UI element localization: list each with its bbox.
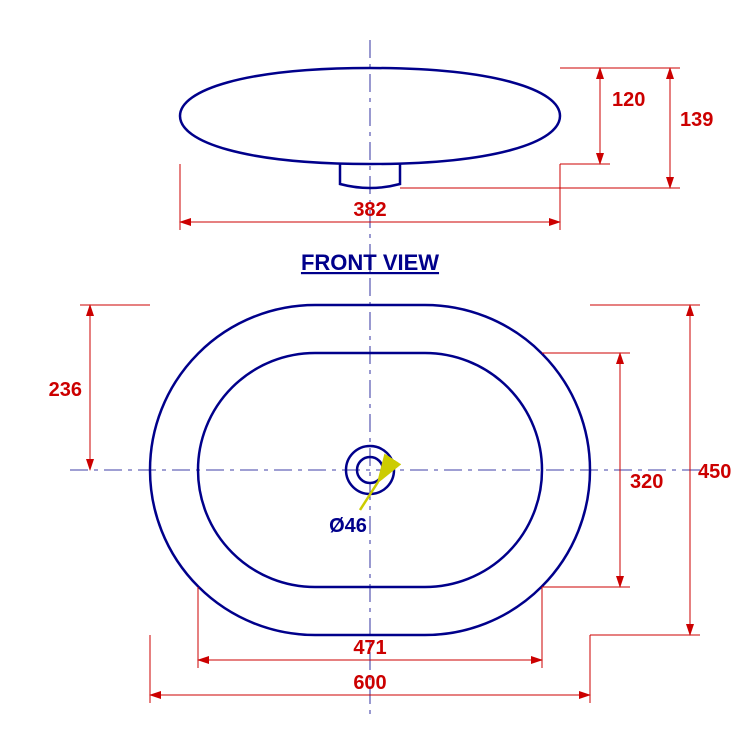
- dim-382: 382: [353, 199, 386, 221]
- dim-320: 320: [630, 471, 663, 493]
- top-view: [70, 305, 700, 635]
- dim-120: 120: [612, 89, 645, 111]
- dim-dia46: Ø46: [329, 515, 367, 537]
- dim-139: 139: [680, 109, 713, 131]
- dim-600: 600: [353, 672, 386, 694]
- dim-471: 471: [353, 637, 386, 659]
- dia46-leader: [360, 482, 378, 510]
- technical-drawing: 382 120 139 FRONT VIEW 236 320: [0, 0, 740, 740]
- front-dimensions: 382 120 139: [180, 68, 713, 230]
- top-dimensions: 236 320 450 471 600 Ø46: [49, 305, 732, 703]
- dim-450: 450: [698, 461, 731, 483]
- view-title: FRONT VIEW: [301, 250, 439, 275]
- dim-236: 236: [49, 379, 82, 401]
